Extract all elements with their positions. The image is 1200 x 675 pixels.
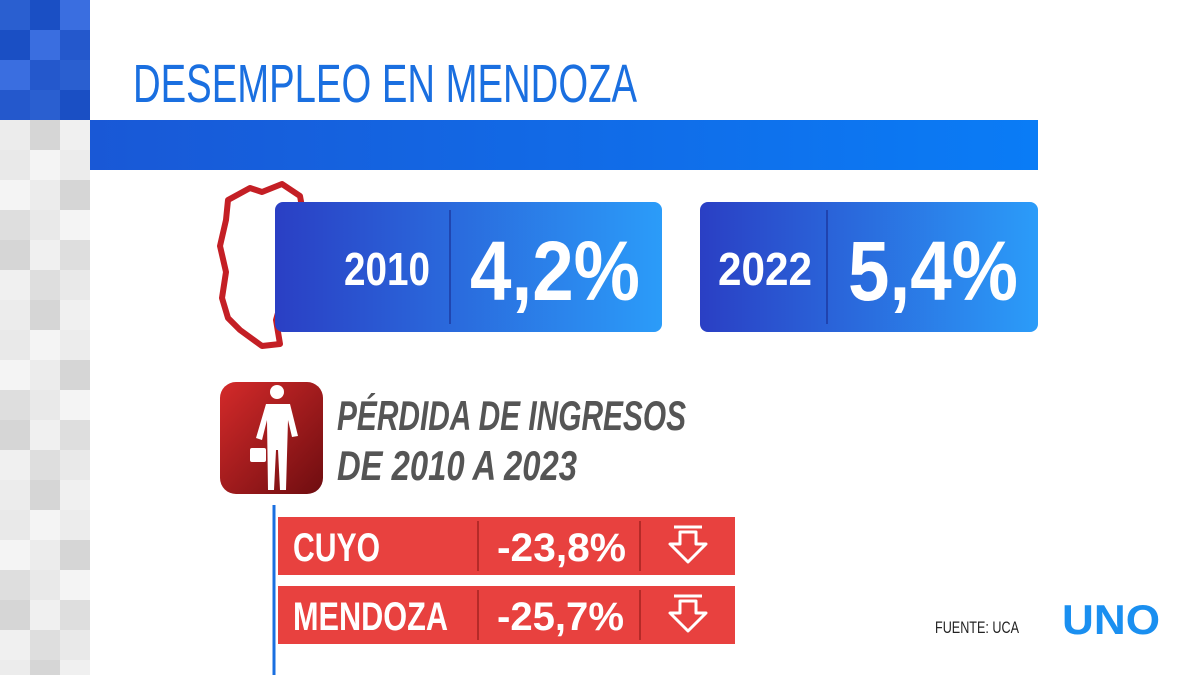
side-pattern xyxy=(0,0,90,675)
pattern-tile xyxy=(30,360,60,390)
pattern-tile xyxy=(30,150,60,180)
pattern-tile xyxy=(60,540,90,570)
pattern-tile xyxy=(0,420,30,450)
pattern-tile xyxy=(60,420,90,450)
pattern-tile xyxy=(60,390,90,420)
pattern-tile xyxy=(0,270,30,300)
pattern-tile xyxy=(30,570,60,600)
pattern-tile xyxy=(60,120,90,150)
person-icon xyxy=(250,385,298,490)
title-bar xyxy=(90,120,1038,170)
section-title: DE 2010 A 2023 xyxy=(337,442,577,489)
title: DESEMPLEO EN MENDOZA xyxy=(133,54,637,114)
pattern-tile xyxy=(0,210,30,240)
pattern-tile xyxy=(60,0,90,30)
rate: 4,2% xyxy=(470,224,640,318)
pattern-tile xyxy=(0,660,30,675)
pattern-tile xyxy=(30,390,60,420)
pattern-tile xyxy=(30,330,60,360)
year: 2010 xyxy=(344,243,430,295)
pattern-tile xyxy=(30,210,60,240)
pattern-tile xyxy=(30,120,60,150)
source: FUENTE: UCA xyxy=(935,618,1019,637)
rows: CUYO -23,8% MENDOZA -25,7% xyxy=(278,517,735,644)
pattern-tile xyxy=(0,330,30,360)
pattern-tile xyxy=(0,480,30,510)
region: CUYO xyxy=(293,526,380,570)
year: 2022 xyxy=(718,243,812,295)
pattern-tile xyxy=(60,90,90,120)
pattern-tile xyxy=(30,510,60,540)
pattern-tile xyxy=(30,60,60,90)
pattern-tile xyxy=(30,0,60,30)
pattern-tile xyxy=(60,360,90,390)
pattern-tile xyxy=(0,570,30,600)
pattern-tile xyxy=(30,660,60,675)
pattern-tile xyxy=(0,90,30,120)
pattern-tile xyxy=(60,660,90,675)
pattern-tile xyxy=(0,180,30,210)
row-bar xyxy=(278,586,735,644)
down-arrow xyxy=(668,599,708,633)
pattern-tile xyxy=(0,240,30,270)
pattern-tile xyxy=(0,600,30,630)
pattern-tile xyxy=(60,30,90,60)
pattern-tile xyxy=(60,240,90,270)
pattern-tile xyxy=(0,450,30,480)
pattern-tile xyxy=(0,540,30,570)
pattern-tile xyxy=(60,150,90,180)
pattern-tile xyxy=(0,120,30,150)
down-arrow xyxy=(668,530,708,564)
pattern-tile xyxy=(60,180,90,210)
pattern-tile xyxy=(60,480,90,510)
pattern-tile xyxy=(30,450,60,480)
pattern-tile xyxy=(60,570,90,600)
change: -25,7% xyxy=(497,595,624,639)
pattern-tile xyxy=(60,510,90,540)
stat-card xyxy=(275,202,662,332)
pattern-tile xyxy=(30,270,60,300)
pattern-tile xyxy=(0,360,30,390)
change: -23,8% xyxy=(497,526,626,570)
pattern-tile xyxy=(30,420,60,450)
pattern-tile xyxy=(60,300,90,330)
region: MENDOZA xyxy=(293,595,448,639)
pattern-tile xyxy=(60,330,90,360)
pattern-tile xyxy=(0,300,30,330)
pattern-tile xyxy=(60,630,90,660)
pattern-tile xyxy=(30,540,60,570)
pattern-tile xyxy=(30,30,60,60)
pattern-tile xyxy=(30,90,60,120)
pattern-tile xyxy=(0,150,30,180)
pattern-tile xyxy=(0,510,30,540)
stat-card xyxy=(700,202,1038,332)
pattern-tile xyxy=(60,210,90,240)
pattern-tile xyxy=(30,480,60,510)
pattern-tile xyxy=(0,60,30,90)
pattern-tile xyxy=(0,630,30,660)
pattern-tile xyxy=(60,270,90,300)
section-title: PÉRDIDA DE INGRESOS xyxy=(337,392,686,439)
pattern-tile xyxy=(60,60,90,90)
pattern-tile xyxy=(0,30,30,60)
rate: 5,4% xyxy=(848,224,1018,318)
row-bar xyxy=(278,517,735,575)
pattern-tile xyxy=(30,300,60,330)
pattern-tile xyxy=(30,180,60,210)
pattern-tile xyxy=(30,600,60,630)
pattern-tile xyxy=(30,240,60,270)
pattern-tile xyxy=(30,630,60,660)
pattern-tile xyxy=(60,450,90,480)
pattern-tile xyxy=(0,0,30,30)
pattern-tile xyxy=(60,600,90,630)
pattern-tile xyxy=(0,390,30,420)
logo: UNO xyxy=(1062,596,1160,643)
